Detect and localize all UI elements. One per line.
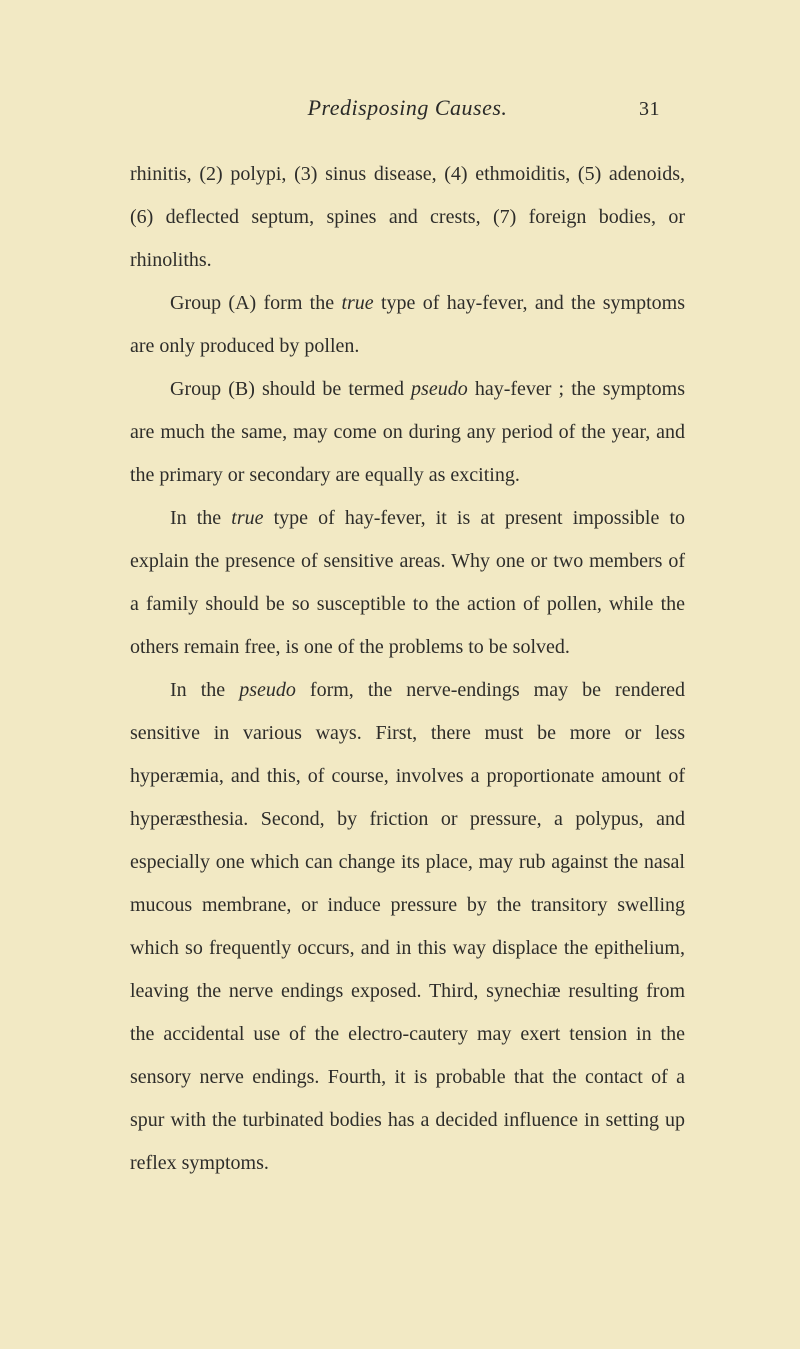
paragraph: In the true type of hay-fever, it is at … bbox=[130, 497, 685, 669]
paragraph: Group (B) should be termed pseudo hay-fe… bbox=[130, 368, 685, 497]
italic-text: pseudo bbox=[239, 679, 296, 701]
body-text-segment: type of hay-fever, it is at present impo… bbox=[130, 507, 685, 658]
body-text-segment: Group (B) should be termed bbox=[170, 378, 411, 400]
italic-text: true bbox=[231, 507, 263, 529]
paragraph: Group (A) form the true type of hay-feve… bbox=[130, 282, 685, 368]
body-text-segment: rhinitis, (2) polypi, (3) sinus disease,… bbox=[130, 163, 685, 271]
paragraph: rhinitis, (2) polypi, (3) sinus disease,… bbox=[130, 153, 685, 282]
page-header: Predisposing Causes. 31 bbox=[130, 95, 685, 121]
body-text: rhinitis, (2) polypi, (3) sinus disease,… bbox=[130, 153, 685, 1185]
italic-text: pseudo bbox=[411, 378, 468, 400]
document-page: Predisposing Causes. 31 rhinitis, (2) po… bbox=[0, 0, 800, 1265]
body-text-segment: In the bbox=[170, 507, 231, 529]
italic-text: true bbox=[341, 292, 373, 314]
page-number: 31 bbox=[639, 98, 660, 121]
paragraph: In the pseudo form, the nerve-endings ma… bbox=[130, 669, 685, 1185]
header-title: Predisposing Causes. bbox=[308, 95, 508, 120]
body-text-segment: Group (A) form the bbox=[170, 292, 341, 314]
body-text-segment: form, the nerve-endings may be rendered … bbox=[130, 679, 685, 1174]
body-text-segment: In the bbox=[170, 679, 239, 701]
